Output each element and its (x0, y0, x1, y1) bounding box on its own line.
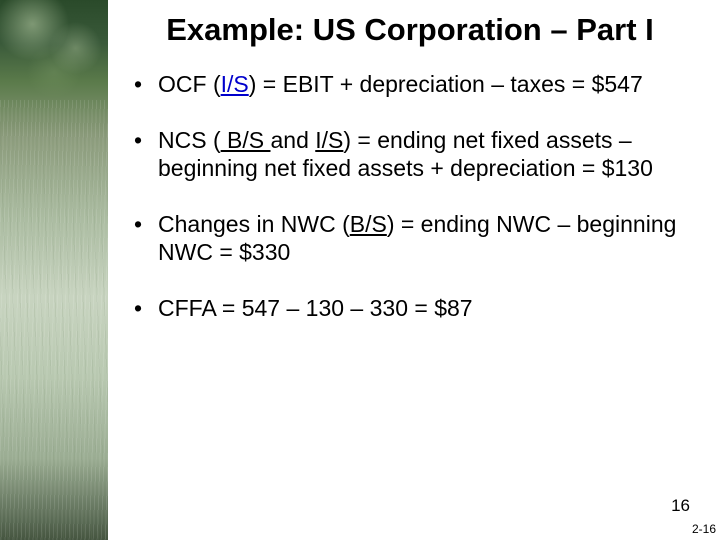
text: NCS ( (158, 127, 221, 153)
slide-content: Example: US Corporation – Part I OCF (I/… (108, 0, 720, 540)
slide-title: Example: US Corporation – Part I (118, 12, 702, 48)
sub-page-number: 2-16 (692, 522, 716, 536)
bullet-ocf: OCF (I/S) = EBIT + depreciation – taxes … (134, 70, 702, 98)
text: and (270, 127, 315, 153)
bs-underline: B/S (221, 127, 271, 153)
is-underline: I/S (315, 127, 343, 153)
text: CFFA = 547 – 130 – 330 = $87 (158, 295, 473, 321)
bs-underline: B/S (350, 211, 387, 237)
bullet-nwc: Changes in NWC (B/S) = ending NWC – begi… (134, 210, 702, 266)
text: ) = EBIT + depreciation – taxes = $547 (249, 71, 643, 97)
bullet-ncs: NCS ( B/S and I/S) = ending net fixed as… (134, 126, 702, 182)
bullet-cffa: CFFA = 547 – 130 – 330 = $87 (134, 294, 702, 322)
bullet-list: OCF (I/S) = EBIT + depreciation – taxes … (118, 70, 702, 322)
text: Changes in NWC ( (158, 211, 350, 237)
page-number: 16 (671, 496, 690, 516)
decorative-nature-image (0, 0, 108, 540)
is-link[interactable]: I/S (221, 71, 249, 97)
text: OCF ( (158, 71, 221, 97)
